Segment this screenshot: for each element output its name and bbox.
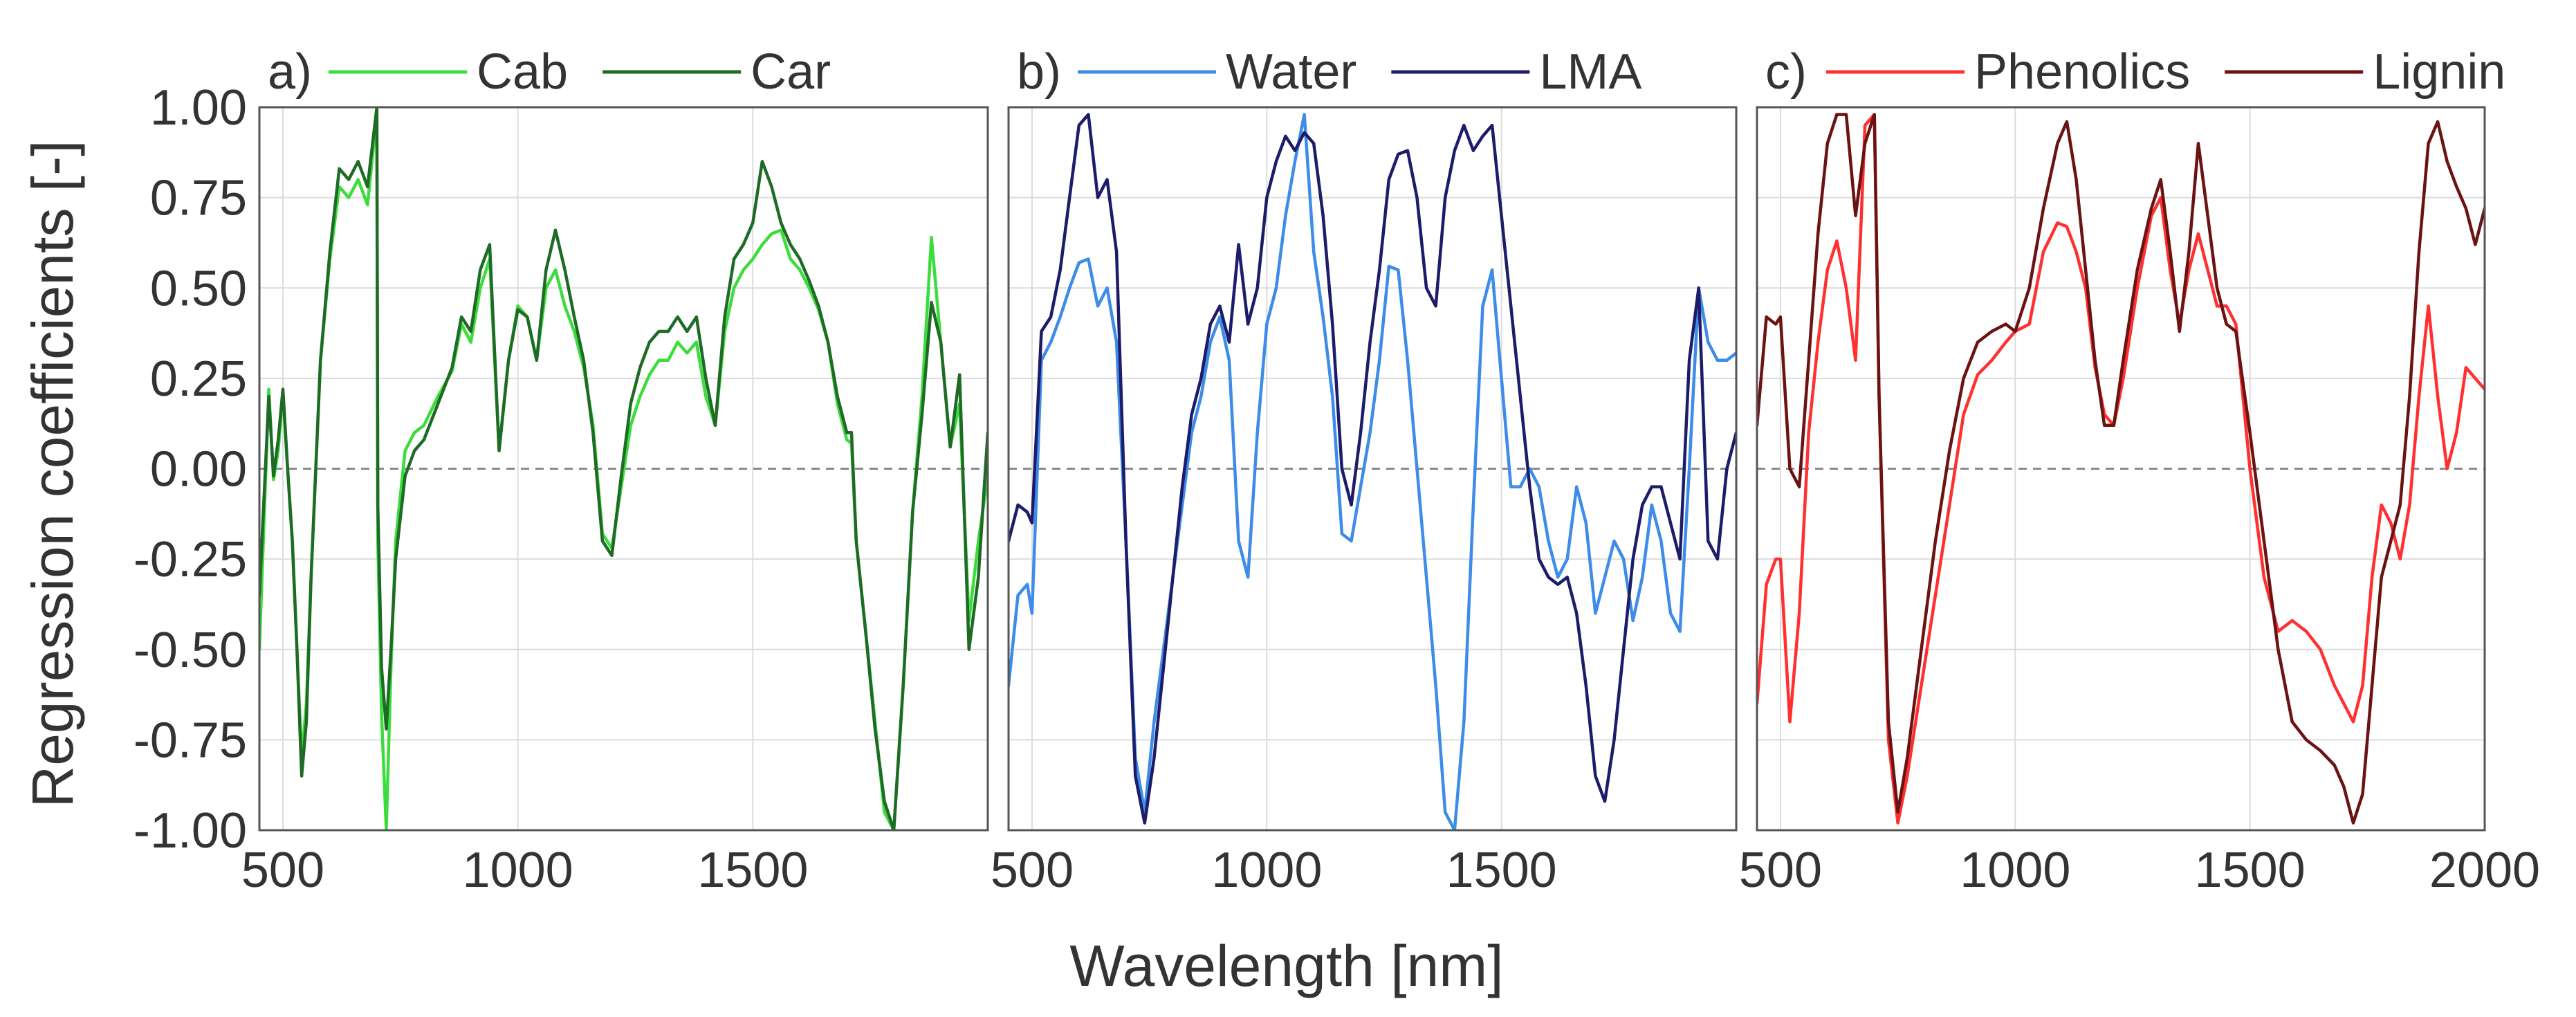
series-line-car xyxy=(259,107,988,830)
y-tick-label: 0.25 xyxy=(150,351,247,407)
y-tick-label: 0.00 xyxy=(150,442,247,497)
plot-frame xyxy=(258,106,989,832)
y-tick-label: -0.75 xyxy=(134,713,247,768)
y-tick-label: 1.00 xyxy=(150,80,247,136)
x-tick-label: 1500 xyxy=(2195,843,2306,898)
series-line-lma xyxy=(1009,113,1736,825)
chart-panels: 500 1000 1500 1.00 0.75 0.50 0.25 0.00 -0.25 -0.5… xyxy=(134,44,2540,898)
legend-label-water: Water xyxy=(1226,44,1356,100)
plot-frame xyxy=(1756,106,2486,832)
y-tick-label: -0.50 xyxy=(134,623,247,678)
legend-label-lignin: Lignin xyxy=(2373,44,2505,100)
y-tick-label: 0.50 xyxy=(150,261,247,316)
y-axis-label: Regression coefficients [-] xyxy=(20,140,85,808)
series-line-cab xyxy=(259,113,988,830)
panel-2: 500 1000 1500 b) Water LMA xyxy=(991,44,1738,898)
legend-label-phenolics: Phenolics xyxy=(1974,44,2190,100)
panel-1: 500 1000 1500 1.00 0.75 0.50 0.25 0.00 -0.25 -0.5… xyxy=(134,44,989,898)
x-tick-label: 1500 xyxy=(1446,843,1557,898)
series-line-water xyxy=(1009,113,1736,830)
legend-label-car: Car xyxy=(751,44,831,100)
x-tick-label: 1500 xyxy=(697,843,808,898)
panel-label: b) xyxy=(1017,44,1061,100)
y-tick-label: 0.75 xyxy=(150,171,247,226)
series-line-lignin xyxy=(1757,113,2485,825)
y-tick-label: -0.25 xyxy=(134,532,247,587)
x-tick-label: 500 xyxy=(1739,843,1822,898)
panel-3: 500 1000 1500 2000 c) Phenolics Lignin xyxy=(1739,44,2540,898)
x-axis-label: Wavelength [nm] xyxy=(1069,933,1503,998)
x-tick-label: 2000 xyxy=(2429,843,2540,898)
x-tick-label: 1000 xyxy=(1960,843,2070,898)
legend-label-cab: Cab xyxy=(477,44,568,100)
legend-label-lma: LMA xyxy=(1539,44,1641,100)
x-tick-label: 1000 xyxy=(1211,843,1322,898)
plot-frame xyxy=(1007,106,1738,832)
x-tick-label: 1000 xyxy=(463,843,573,898)
x-tick-label: 500 xyxy=(991,843,1074,898)
y-tick-label: -1.00 xyxy=(134,803,247,859)
panel-label: c) xyxy=(1765,44,1807,100)
x-tick-label: 500 xyxy=(241,843,324,898)
panel-label: a) xyxy=(268,44,312,100)
